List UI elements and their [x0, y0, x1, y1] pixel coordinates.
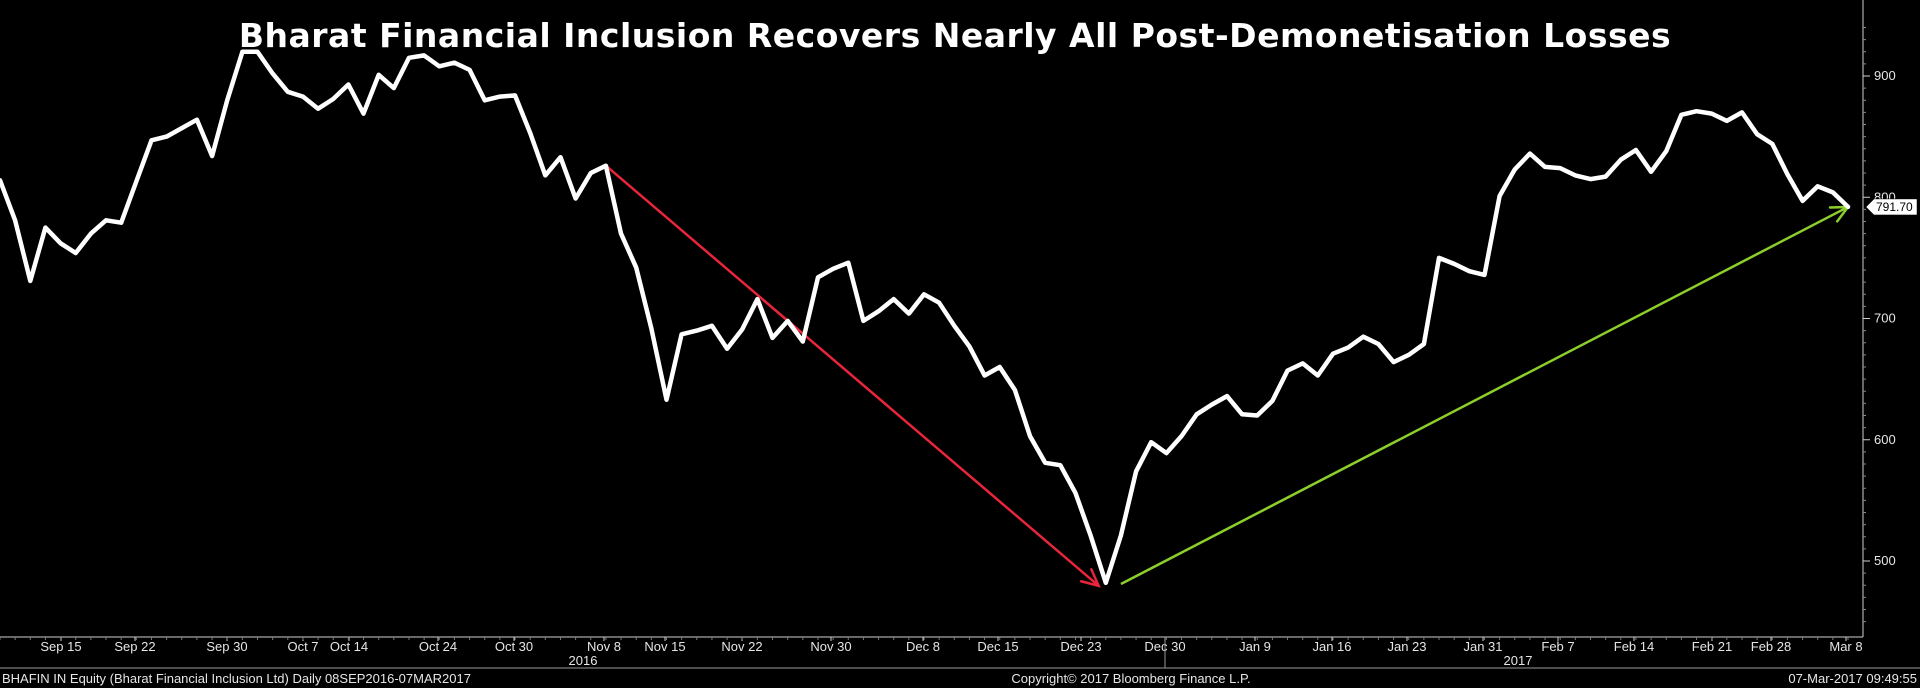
last-value-label: 791.70: [1876, 200, 1913, 214]
x-tick-label: Feb 14: [1614, 639, 1654, 654]
year-label-2016: 2016: [569, 653, 598, 668]
x-tick-label: Dec 15: [977, 639, 1018, 654]
chart-title: Bharat Financial Inclusion Recovers Near…: [239, 16, 1671, 55]
x-tick-label: Sep 15: [40, 639, 81, 654]
x-tick-label: Jan 31: [1463, 639, 1502, 654]
x-tick-label: Nov 30: [810, 639, 851, 654]
y-tick-label: 600: [1874, 432, 1896, 447]
last-value-flag-shape: [1865, 198, 1918, 216]
x-tick-label: Feb 7: [1541, 639, 1574, 654]
y-tick-label: 500: [1874, 553, 1896, 568]
y-tick-label: 900: [1874, 68, 1896, 83]
decline-arrow-head: [1079, 568, 1101, 588]
x-tick-label: Sep 22: [114, 639, 155, 654]
copyright-notice: Copyright© 2017 Bloomberg Finance L.P.: [1011, 671, 1250, 686]
x-tick-label: Nov 15: [644, 639, 685, 654]
x-axis-ticks: Sep 15 Sep 22 Sep 30 Oct 7 Oct 14 Oct 24 Oct 3…: [0, 637, 1863, 668]
x-tick-label: Jan 23: [1387, 639, 1426, 654]
x-tick-label: Dec 23: [1060, 639, 1101, 654]
x-tick-label: Oct 24: [419, 639, 457, 654]
price-series: [0, 49, 1851, 586]
recovery-arrow: [1120, 205, 1849, 586]
decline-arrow: [605, 164, 1100, 587]
price-line: [0, 49, 1851, 586]
year-label-2017: 2017: [1504, 653, 1533, 668]
x-tick-label: Oct 7: [287, 639, 318, 654]
security-description: BHAFIN IN Equity (Bharat Financial Inclu…: [2, 671, 471, 686]
y-tick-label: 700: [1874, 311, 1896, 326]
x-tick-label: Mar 8: [1829, 639, 1862, 654]
timestamp: 07-Mar-2017 09:49:55: [1788, 671, 1917, 686]
x-tick-label: Feb 28: [1751, 639, 1791, 654]
last-value-flag: 791.70: [1865, 198, 1918, 216]
x-tick-label: Feb 21: [1692, 639, 1732, 654]
x-tick-label: Sep 30: [206, 639, 247, 654]
x-tick-label: Nov 8: [587, 639, 621, 654]
x-tick-label: Nov 22: [721, 639, 762, 654]
x-tick-label: Jan 16: [1312, 639, 1351, 654]
x-tick-label: Jan 9: [1239, 639, 1271, 654]
x-tick-label: Dec 8: [906, 639, 940, 654]
annotation-arrows: [605, 164, 1851, 588]
x-tick-label: Oct 14: [330, 639, 368, 654]
x-tick-label: Oct 30: [495, 639, 533, 654]
